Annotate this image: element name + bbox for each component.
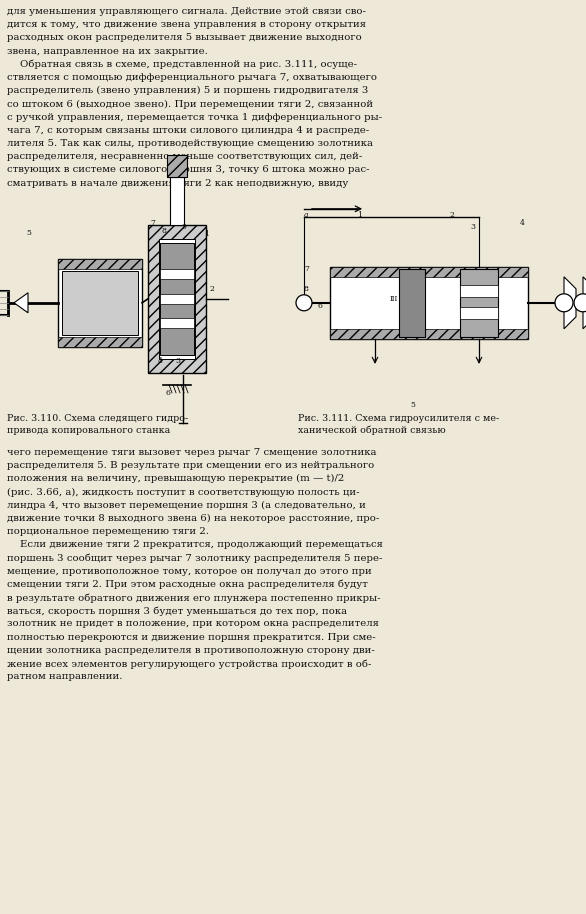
Text: золотник не придет в положение, при котором окна распределителя: золотник не придет в положение, при кото… <box>7 620 379 629</box>
Text: Рис. 3.110. Схема следящего гидро-: Рис. 3.110. Схема следящего гидро- <box>7 414 188 423</box>
Polygon shape <box>574 293 586 312</box>
Text: 3: 3 <box>470 223 475 231</box>
Text: расходных окон распределителя 5 вызывает движение выходного: расходных окон распределителя 5 вызывает… <box>7 34 362 42</box>
Text: 3: 3 <box>175 356 180 365</box>
Text: 7: 7 <box>304 265 309 272</box>
Polygon shape <box>296 295 312 311</box>
Bar <box>330 329 528 339</box>
Text: чего перемещение тяги вызовет через рычаг 7 смещение золотника: чего перемещение тяги вызовет через рыча… <box>7 448 376 457</box>
Text: сматривать в начале движения тяги 2 как неподвижную, ввиду: сматривать в начале движения тяги 2 как … <box>7 178 348 187</box>
Text: a: a <box>304 211 309 218</box>
Text: в результате обратного движения его плунжера постепенно прикры-: в результате обратного движения его плун… <box>7 593 380 602</box>
Text: 1: 1 <box>204 229 209 238</box>
Bar <box>399 269 425 336</box>
Text: ствующих в системе силового поршня 3, точку 6 штока можно рас-: ствующих в системе силового поршня 3, то… <box>7 165 370 175</box>
Text: Рис. 3.111. Схема гидроусилителя с ме-: Рис. 3.111. Схема гидроусилителя с ме- <box>298 414 499 423</box>
Text: распределителя 5. В результате при смещении его из нейтрального: распределителя 5. В результате при смеще… <box>7 461 374 470</box>
Text: мещение, противоположное тому, которое он получал до этого при: мещение, противоположное тому, которое о… <box>7 567 372 576</box>
Text: привода копировального станка: привода копировального станка <box>7 426 171 435</box>
Bar <box>148 225 206 373</box>
Polygon shape <box>564 277 576 329</box>
Text: 9: 9 <box>181 223 186 231</box>
Text: 5: 5 <box>26 228 31 237</box>
Bar <box>330 267 528 339</box>
Text: ствляется с помощью дифференциального рычага 7, охватывающего: ствляется с помощью дифференциального ры… <box>7 73 377 82</box>
Bar <box>460 285 498 297</box>
Text: линдра 4, что вызовет перемещение поршня 3 (а следовательно, и: линдра 4, что вызовет перемещение поршня… <box>7 501 366 510</box>
Text: положения на величину, превышающую перекрытие (m — t)/2: положения на величину, превышающую перек… <box>7 474 344 484</box>
Text: чага 7, с которым связаны штоки силового цилиндра 4 и распреде-: чага 7, с которым связаны штоки силового… <box>7 126 369 134</box>
Text: движение точки 8 выходного звена 6) на некоторое расстояние, про-: движение точки 8 выходного звена 6) на н… <box>7 514 379 523</box>
Text: Обратная связь в схеме, представленной на рис. 3.111, осуще-: Обратная связь в схеме, представленной н… <box>7 59 357 69</box>
Bar <box>170 176 184 225</box>
Text: 6: 6 <box>166 388 171 397</box>
Text: со штоком 6 (выходное звено). При перемещении тяги 2, связанной: со штоком 6 (выходное звено). При переме… <box>7 100 373 109</box>
Bar <box>58 259 142 346</box>
Text: III: III <box>390 295 398 303</box>
Bar <box>160 243 194 355</box>
Text: 4: 4 <box>158 356 163 365</box>
Text: 1: 1 <box>357 211 362 218</box>
Text: 8: 8 <box>304 285 309 292</box>
Polygon shape <box>583 277 586 329</box>
Bar <box>167 154 187 176</box>
Bar <box>62 271 138 335</box>
Bar <box>460 269 498 336</box>
Bar <box>160 318 194 328</box>
Text: 8: 8 <box>162 227 167 235</box>
Text: смещении тяги 2. При этом расходные окна распределителя будут: смещении тяги 2. При этом расходные окна… <box>7 579 368 590</box>
Text: дится к тому, что движение звена управления в сторону открытия: дится к тому, что движение звена управле… <box>7 20 366 29</box>
Text: жение всех элементов регулирующего устройства происходит в об-: жение всех элементов регулирующего устро… <box>7 659 372 668</box>
Text: распределитель (звено управления) 5 и поршень гидродвигателя 3: распределитель (звено управления) 5 и по… <box>7 86 369 95</box>
Text: звена, направленное на их закрытие.: звена, направленное на их закрытие. <box>7 47 208 56</box>
Bar <box>460 307 498 319</box>
Bar <box>330 267 528 277</box>
Text: 5: 5 <box>410 401 415 409</box>
Text: ратном направлении.: ратном направлении. <box>7 672 122 681</box>
Text: поршень 3 сообщит через рычаг 7 золотнику распределителя 5 пере-: поршень 3 сообщит через рычаг 7 золотник… <box>7 554 383 563</box>
Bar <box>58 259 142 269</box>
Text: 6: 6 <box>318 302 323 310</box>
Text: с ручкой управления, перемещается точка 1 дифференциального ры-: с ручкой управления, перемещается точка … <box>7 112 382 122</box>
Text: щении золотника распределителя в противоположную сторону дви-: щении золотника распределителя в противо… <box>7 646 375 654</box>
Bar <box>160 293 194 303</box>
Text: ханической обратной связью: ханической обратной связью <box>298 426 445 435</box>
Text: (рис. 3.66, а), жидкость поступит в соответствующую полость ци-: (рис. 3.66, а), жидкость поступит в соот… <box>7 487 359 496</box>
Polygon shape <box>14 292 28 313</box>
Bar <box>58 336 142 346</box>
Bar <box>159 239 195 359</box>
Polygon shape <box>555 293 573 312</box>
Bar <box>160 269 194 279</box>
Text: порциональное перемещению тяги 2.: порциональное перемещению тяги 2. <box>7 527 209 536</box>
Text: лителя 5. Так как силы, противодействующие смещению золотника: лителя 5. Так как силы, противодействующ… <box>7 139 373 148</box>
Text: полностью перекроются и движение поршня прекратится. При сме-: полностью перекроются и движение поршня … <box>7 632 376 642</box>
Text: 7: 7 <box>150 218 155 227</box>
Text: 4: 4 <box>520 218 525 227</box>
Text: распределителя, несравненно меньше соответствующих сил, дей-: распределителя, несравненно меньше соотв… <box>7 153 362 161</box>
Text: 2: 2 <box>450 211 455 218</box>
Text: 2: 2 <box>210 285 215 292</box>
Text: ваться, скорость поршня 3 будет уменьшаться до тех пор, пока: ваться, скорость поршня 3 будет уменьшат… <box>7 606 347 616</box>
Text: для уменьшения управляющего сигнала. Действие этой связи сво-: для уменьшения управляющего сигнала. Дей… <box>7 7 366 16</box>
Text: Если движение тяги 2 прекратится, продолжающий перемещаться: Если движение тяги 2 прекратится, продол… <box>7 540 383 549</box>
